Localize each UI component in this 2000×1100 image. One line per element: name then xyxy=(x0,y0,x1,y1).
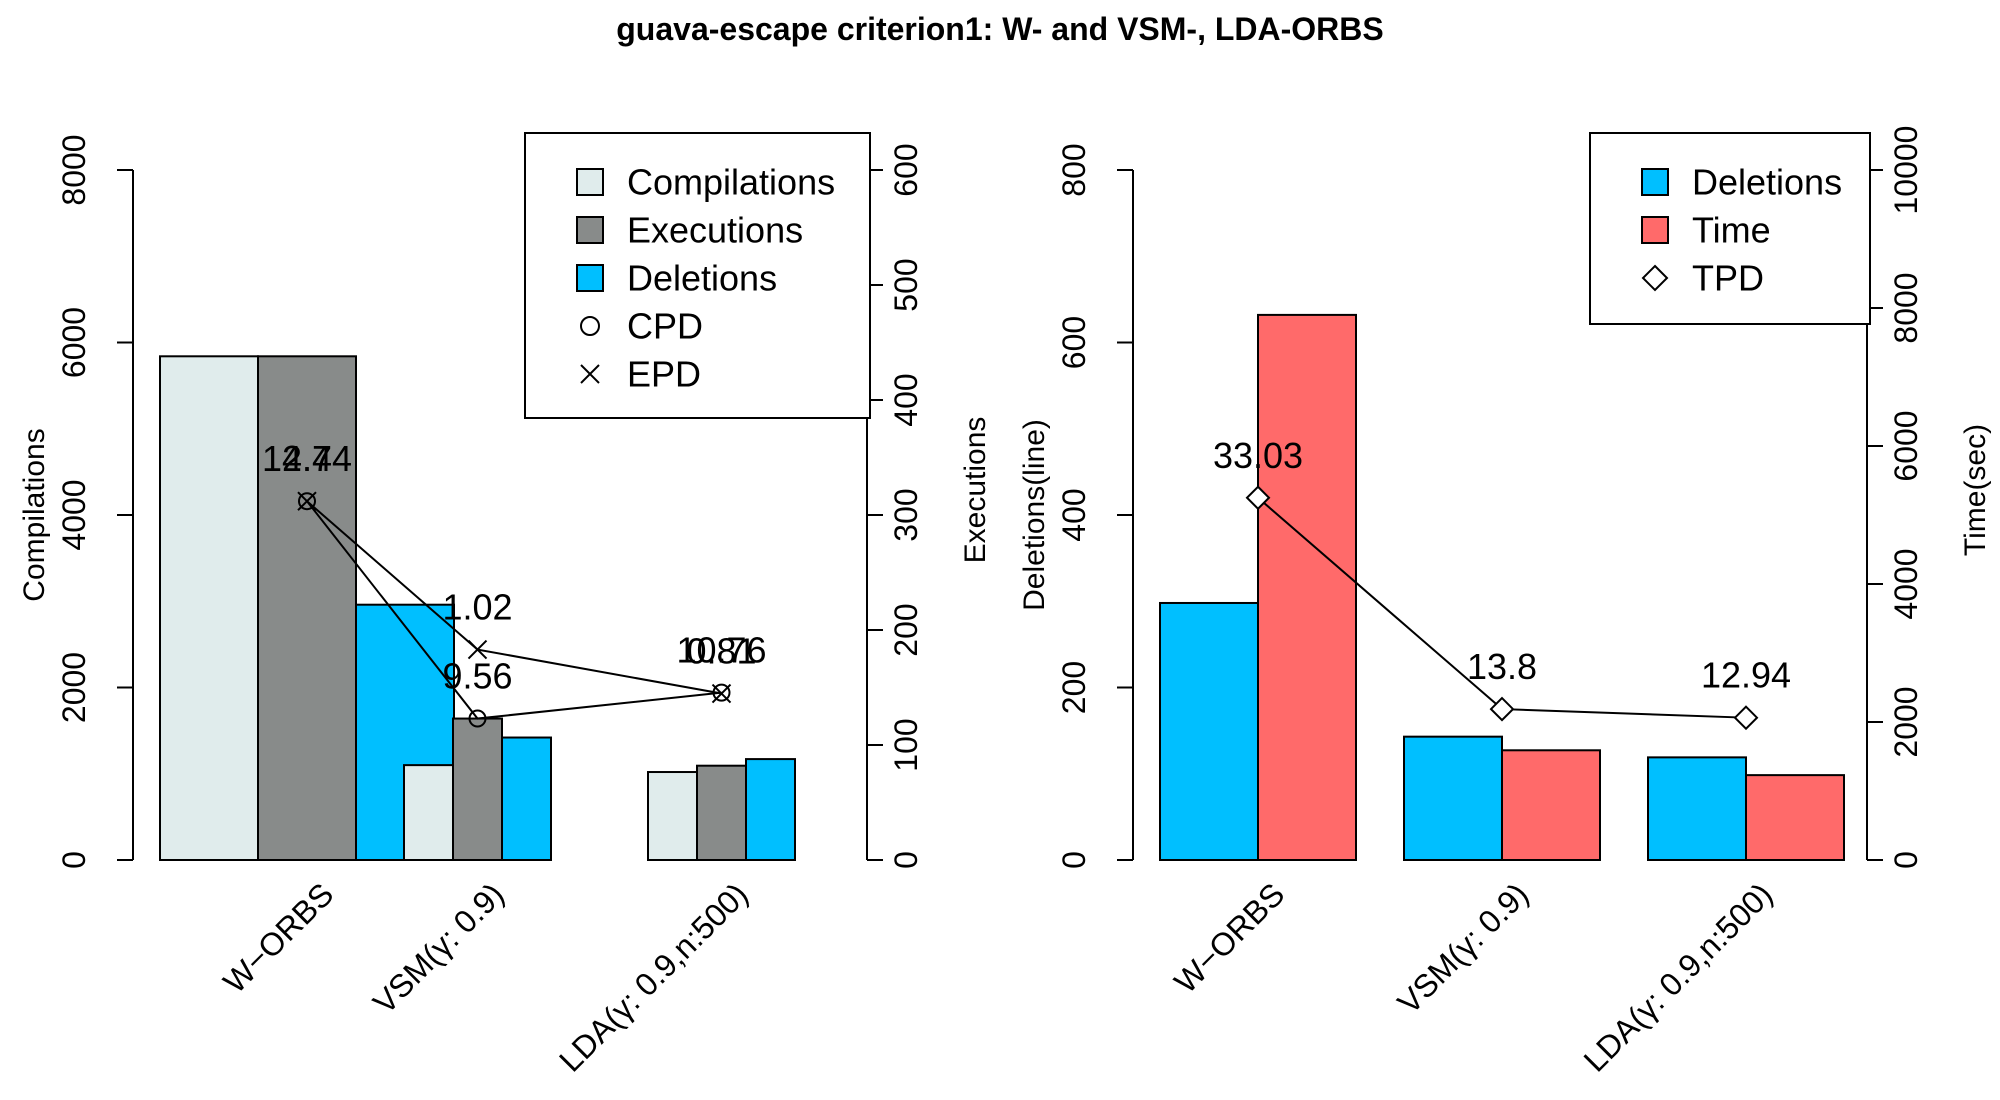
category-label: VSM(γ: 0.9) xyxy=(1390,876,1535,1021)
left-tick-label: 2000 xyxy=(56,652,92,723)
tpd-point xyxy=(1489,696,1515,722)
legend-key-tpd xyxy=(1641,264,1669,292)
category-label: W−ORBS xyxy=(1167,876,1291,1000)
epd-point xyxy=(297,491,317,511)
left-tick-label: 200 xyxy=(1056,661,1092,714)
left-tick-label: 800 xyxy=(1056,143,1092,196)
left-tick-label: 0 xyxy=(1056,851,1092,869)
cpd-label: 9.56 xyxy=(442,656,512,697)
legend-box xyxy=(1589,132,1871,325)
legend-label: TPD xyxy=(1692,258,1764,299)
cpd-label: 10.76 xyxy=(676,630,766,671)
left-tick-label: 0 xyxy=(56,851,92,869)
legend-key-executions xyxy=(576,216,604,244)
right-tick-label: 2000 xyxy=(1888,686,1924,757)
bar-compilations-0 xyxy=(159,355,259,861)
legend-key-cpd xyxy=(580,316,600,336)
bar-time-0 xyxy=(1257,313,1357,861)
left-tick-label: 4000 xyxy=(56,479,92,550)
tpd-label: 13.8 xyxy=(1467,646,1537,687)
legend: Compilations Executions Deletions CPD EPD xyxy=(524,132,871,419)
category-label: LDA(γ: 0.9,n:500) xyxy=(1577,876,1780,1079)
legend-key-epd xyxy=(580,364,600,384)
left-panel: 0 2000 4000 6000 8000 Compilations 0 100 200 300 4… xyxy=(18,132,992,1079)
legend-label: Deletions xyxy=(1692,162,1842,203)
cpd-line xyxy=(306,500,722,720)
epd-label: 14.44 xyxy=(262,438,352,479)
bar-deletions-1 xyxy=(1403,735,1503,861)
legend-key-deletions xyxy=(1641,168,1669,196)
tpd-point xyxy=(1245,485,1271,511)
right-tick-label: 500 xyxy=(888,258,924,311)
right-axis-title: Executions xyxy=(959,417,992,564)
left-axis-title: Deletions(line) xyxy=(1018,419,1051,611)
bar-deletions-2 xyxy=(745,758,796,862)
bar-executions-1 xyxy=(452,717,503,861)
tpd-label: 33.03 xyxy=(1213,435,1303,476)
legend-key-compilations xyxy=(576,168,604,196)
epd-point xyxy=(467,639,488,660)
legend-label: CPD xyxy=(627,306,703,347)
legend-key-deletions xyxy=(576,264,604,292)
cpd-label: 2.7 xyxy=(282,438,332,479)
category-label: W−ORBS xyxy=(216,876,340,1000)
bar-executions-2 xyxy=(696,764,747,862)
bar-compilations-1 xyxy=(403,764,454,861)
legend-label: Time xyxy=(1692,210,1771,251)
category-label: LDA(γ: 0.9,n:500) xyxy=(552,876,755,1079)
right-tick-label: 600 xyxy=(888,143,924,196)
epd-label: 0.81 xyxy=(686,631,756,672)
bar-deletions-0 xyxy=(1159,601,1259,861)
legend-label: Deletions xyxy=(627,258,777,299)
legend-key-time xyxy=(1641,216,1669,244)
right-tick-label: 6000 xyxy=(1888,410,1924,481)
cpd-point xyxy=(468,709,487,728)
bar-time-2 xyxy=(1745,774,1845,862)
left-tick-label: 8000 xyxy=(56,134,92,205)
left-tick-label: 400 xyxy=(1056,488,1092,541)
legend-label: Executions xyxy=(627,210,803,251)
epd-label: 1.02 xyxy=(442,587,512,628)
right-tick-label: 0 xyxy=(888,851,924,869)
right-tick-label: 0 xyxy=(1888,851,1924,869)
epd-point xyxy=(711,683,732,704)
right-tick-label: 200 xyxy=(888,603,924,656)
right-tick-label: 10000 xyxy=(1888,126,1924,215)
cpd-point xyxy=(298,492,316,511)
category-label: VSM(γ: 0.9) xyxy=(366,876,511,1021)
right-tick-label: 100 xyxy=(888,718,924,771)
right-panel: 0 200 400 600 800 Deletions(line) 0 2000 4000 600… xyxy=(1018,126,1992,1079)
left-axis-title: Compilations xyxy=(18,428,51,601)
right-tick-label: 8000 xyxy=(1888,272,1924,343)
right-tick-label: 400 xyxy=(888,373,924,426)
right-tick-label: 300 xyxy=(888,488,924,541)
left-tick-label: 600 xyxy=(1056,316,1092,369)
right-tick-label: 4000 xyxy=(1888,548,1924,619)
tpd-point xyxy=(1733,705,1759,731)
bar-deletions-2 xyxy=(1647,756,1747,861)
bar-executions-0 xyxy=(257,355,357,861)
tpd-label: 12.94 xyxy=(1701,655,1791,696)
chart-title: guava-escape criterion1: W- and VSM-, LD… xyxy=(616,11,1383,47)
bar-compilations-2 xyxy=(647,771,698,862)
bar-time-1 xyxy=(1501,749,1601,861)
right-axis-title: Time(sec) xyxy=(1959,424,1992,556)
legend-label: EPD xyxy=(627,354,701,395)
legend: Deletions Time TPD xyxy=(1589,132,1871,325)
bar-deletions-1 xyxy=(501,736,552,862)
left-tick-label: 6000 xyxy=(56,307,92,378)
legend-label: Compilations xyxy=(627,162,835,203)
